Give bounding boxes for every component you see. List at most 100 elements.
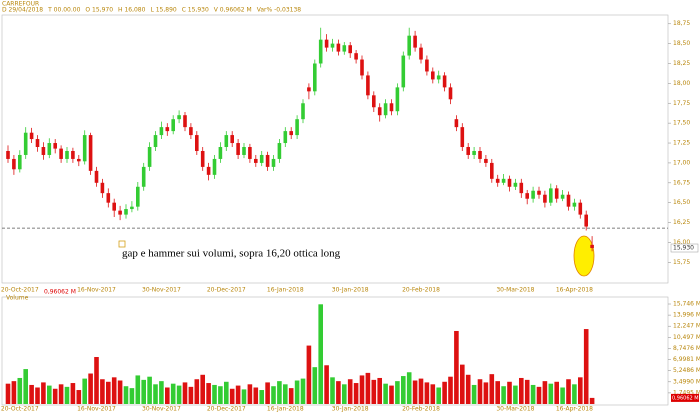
y2-tick-label: 8,7476 M (673, 345, 700, 352)
candle-body (330, 43, 335, 48)
y2-tick-label: 1,7495 M (673, 389, 700, 396)
header-item: O 15,970 (85, 7, 113, 14)
header-item: V 0,96062 M (214, 7, 252, 14)
volume-bar (76, 390, 82, 404)
candle-body (366, 75, 370, 96)
volume-bar (194, 379, 200, 404)
volume-bar (377, 377, 382, 404)
x-tick-label: 20-Oct-2017 (1, 406, 39, 413)
candle-body (419, 47, 423, 60)
volume-bar (312, 367, 318, 404)
candle-body (436, 75, 441, 80)
candle-body (59, 148, 63, 159)
candle-body (200, 150, 205, 167)
candle-body (442, 75, 447, 88)
candle-body (313, 63, 317, 92)
candle-body (377, 107, 382, 116)
candle-body (525, 193, 529, 199)
volume-bar (147, 376, 152, 404)
volume-bar (501, 386, 506, 404)
volume-bar (430, 384, 436, 404)
candle-body (472, 150, 476, 155)
candle-body (35, 139, 40, 148)
volume-bar (536, 386, 542, 404)
volume-bar (589, 397, 595, 404)
volume-bar (123, 386, 129, 404)
candle-body (584, 214, 588, 227)
candle-body (578, 202, 583, 215)
candle-body (478, 150, 482, 159)
y-tick-label: 16,25 (673, 219, 690, 226)
volume-bar (371, 379, 377, 404)
candle-body (560, 194, 565, 199)
volume-bar (342, 384, 347, 404)
volume-bar (253, 387, 259, 404)
candle-body (165, 127, 170, 132)
candle-body (336, 43, 341, 52)
volume-bar (165, 387, 170, 404)
x-tick-label: 30-Jan-2018 (332, 287, 369, 294)
y-tick-label: 17,25 (673, 140, 690, 147)
candle-body (590, 244, 594, 249)
candle-body (136, 186, 140, 207)
y2-tick-label: 15,746 M (673, 301, 700, 308)
candle-body (425, 59, 429, 72)
volume-bar (129, 388, 135, 404)
volume-bar (519, 377, 524, 404)
candle-body (537, 190, 541, 195)
volume-bar (111, 377, 117, 404)
volume-bar (94, 357, 99, 404)
candle-body (507, 178, 512, 187)
header-item: L 15,890 (150, 7, 176, 14)
volume-bar (235, 385, 241, 404)
volume-bar (35, 387, 40, 404)
candle-body (490, 162, 494, 179)
volume-bar (460, 364, 465, 404)
volume-bar (58, 384, 64, 404)
volume-bar (271, 386, 276, 404)
volume-bar (401, 376, 406, 404)
candle-body (543, 194, 547, 203)
volume-tag-label: 0,96062 M (672, 395, 699, 401)
volume-bar (229, 388, 235, 404)
volume-bar (82, 378, 87, 404)
volume-bar (412, 380, 418, 404)
x-tick-label: 30-Nov-2017 (142, 287, 181, 294)
y-tick-label: 17,75 (673, 100, 690, 107)
candle-body (413, 35, 417, 48)
candle-body (348, 45, 352, 54)
volume-bar (572, 384, 577, 404)
annotation-marker (118, 240, 126, 248)
x-tick-label: 16-Apr-2018 (556, 287, 593, 294)
x-tick-label: 20-Oct-2017 (1, 287, 39, 294)
x-tick-label: 30-Mar-2018 (496, 287, 534, 294)
candle-body (100, 182, 105, 194)
volume-bar (218, 386, 223, 404)
price-panel (1, 14, 669, 284)
candle-body (224, 135, 229, 148)
volume-bar (70, 383, 76, 404)
candle-body (18, 154, 22, 170)
volume-bar (483, 382, 489, 404)
candle-body (77, 158, 81, 162)
x-tick-label: 20-Feb-2018 (402, 406, 440, 413)
candle-body (566, 194, 571, 207)
x-tick-label: 16-Jan-2018 (267, 406, 304, 413)
volume-bar (47, 385, 52, 404)
header-item: T 00.00.00 (47, 7, 80, 14)
candle-body (106, 193, 111, 203)
candle-body (372, 95, 376, 108)
volume-bar (241, 389, 247, 404)
candle-body (41, 147, 46, 155)
candle-body (289, 131, 293, 136)
volume-bar (418, 378, 424, 404)
candle-body (177, 115, 181, 120)
volume-bar (347, 379, 353, 404)
candle-body (65, 150, 69, 159)
candle-body (484, 158, 488, 163)
volume-bar (52, 388, 58, 404)
volume-bar (29, 384, 34, 404)
candle-body (130, 206, 134, 210)
candle-body (242, 147, 246, 155)
volume-bar (436, 387, 441, 404)
